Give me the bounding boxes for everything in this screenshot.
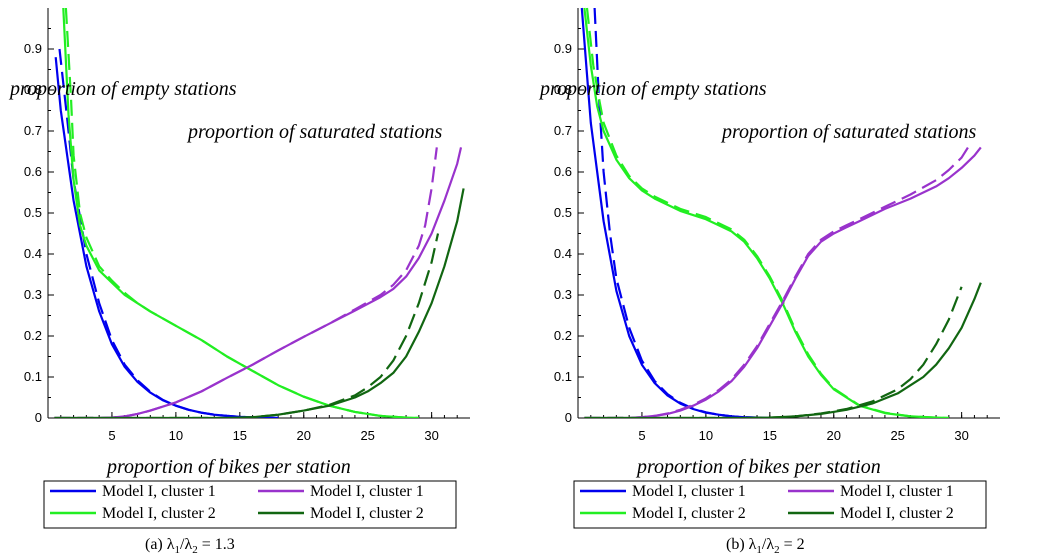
- subcaption-part: 1: [756, 544, 762, 554]
- legend-label: Model I, cluster 1: [102, 483, 216, 500]
- x-axis-label: proportion of bikes per station: [635, 456, 881, 478]
- annotation-saturated-stations: proportion of saturated stations: [720, 121, 977, 143]
- series-line-solid-0: [580, 7, 770, 418]
- series-line-dashed-1: [58, 48, 279, 418]
- y-tick-label: 0.8: [24, 82, 42, 97]
- x-tick-label: 10: [169, 428, 183, 443]
- x-tick-label: 20: [827, 428, 841, 443]
- legend-label: Model I, cluster 2: [310, 505, 424, 522]
- series-line-dashed-1: [593, 7, 770, 418]
- legend: Model I, cluster 1 Model I, cluster 1 Mode…: [43, 480, 457, 529]
- y-tick-label: 0.7: [24, 123, 42, 138]
- series-line-solid-2: [583, 7, 949, 418]
- y-tick-label: 0: [35, 410, 42, 425]
- series-line-solid-6: [54, 188, 465, 418]
- x-tick-label: 30: [424, 428, 438, 443]
- y-tick-label: 0.2: [24, 328, 42, 343]
- annotation-empty-stations: proportion of empty stations: [538, 78, 767, 100]
- subcaption-part: 1: [175, 544, 181, 554]
- y-tick-label: 0.6: [554, 164, 572, 179]
- subcaption-part: 2: [192, 544, 198, 554]
- x-tick-label: 15: [763, 428, 777, 443]
- subcaption-part: (b) λ: [726, 536, 757, 553]
- x-tick-label: 25: [890, 428, 904, 443]
- x-tick-label: 10: [699, 428, 713, 443]
- series-line-dashed-5: [54, 147, 438, 418]
- y-tick-label: 0.1: [24, 369, 42, 384]
- x-tick-label: 5: [108, 428, 115, 443]
- subcaption-part: /λ: [762, 536, 774, 553]
- legend-label: Model I, cluster 1: [840, 483, 954, 500]
- y-tick-label: 0.3: [554, 287, 572, 302]
- y-tick-label: 0.9: [24, 41, 42, 56]
- series-line-solid-4: [584, 146, 982, 418]
- subcaption: (b) λ1/λ2 = 2: [726, 536, 805, 554]
- y-tick-label: 0.7: [554, 123, 572, 138]
- y-tick-label: 0.1: [554, 369, 572, 384]
- y-tick-label: 0.5: [24, 205, 42, 220]
- subcaption-part: 2: [774, 544, 780, 554]
- series-line-dashed-7: [54, 233, 440, 418]
- subcaption-part: = 2: [780, 536, 805, 553]
- panel-a: 0 0.1 0.2 0.3 0.4 0.5 0.6 0.7 0.8 0.9 5 10 15 20 25 30 p…: [8, 7, 470, 554]
- y-tick-label: 0.5: [554, 205, 572, 220]
- series-group: [54, 7, 465, 418]
- y-tick-label: 0.4: [554, 246, 572, 261]
- x-tick-label: 15: [233, 428, 247, 443]
- x-tick-label: 20: [297, 428, 311, 443]
- y-tick-label: 0.6: [24, 164, 42, 179]
- annotation-empty-stations: proportion of empty stations: [8, 78, 237, 100]
- series-line-solid-0: [54, 57, 279, 418]
- y-tick-label: 0.2: [554, 328, 572, 343]
- annotation-saturated-stations: proportion of saturated stations: [186, 121, 443, 143]
- legend-label: Model I, cluster 1: [632, 483, 746, 500]
- series-line-dashed-7: [584, 286, 963, 418]
- y-tick-label: 0.4: [24, 246, 42, 261]
- panel-b: 0 0.1 0.2 0.3 0.4 0.5 0.6 0.7 0.8 0.9 5 10 15 20 25 30 p…: [538, 7, 1000, 554]
- y-tick-label: 0.9: [554, 41, 572, 56]
- legend-label: Model I, cluster 2: [632, 505, 746, 522]
- legend-label: Model I, cluster 2: [102, 505, 216, 522]
- y-tick-label: 0: [565, 410, 572, 425]
- subcaption: (a) λ1/λ2 = 1.3: [145, 536, 235, 554]
- x-tick-label: 25: [360, 428, 374, 443]
- y-tick-label: 0.3: [24, 287, 42, 302]
- x-tick-label: 5: [638, 428, 645, 443]
- series-line-dashed-3: [64, 7, 419, 418]
- legend-frame: [573, 480, 987, 529]
- x-tick-label: 30: [954, 428, 968, 443]
- subcaption-part: /λ: [180, 536, 192, 553]
- x-axis-label: proportion of bikes per station: [105, 456, 351, 478]
- legend: Model I, cluster 1 Model I, cluster 1 Mode…: [573, 480, 987, 529]
- series-group: [580, 7, 982, 418]
- series-line-dashed-5: [584, 146, 969, 418]
- legend-frame: [43, 480, 457, 529]
- legend-label: Model I, cluster 2: [840, 505, 954, 522]
- series-line-solid-2: [62, 7, 419, 418]
- subcaption-part: = 1.3: [198, 536, 235, 553]
- legend-label: Model I, cluster 1: [310, 483, 424, 500]
- subcaption-part: (a) λ: [145, 536, 175, 553]
- y-tick-label: 0.8: [554, 82, 572, 97]
